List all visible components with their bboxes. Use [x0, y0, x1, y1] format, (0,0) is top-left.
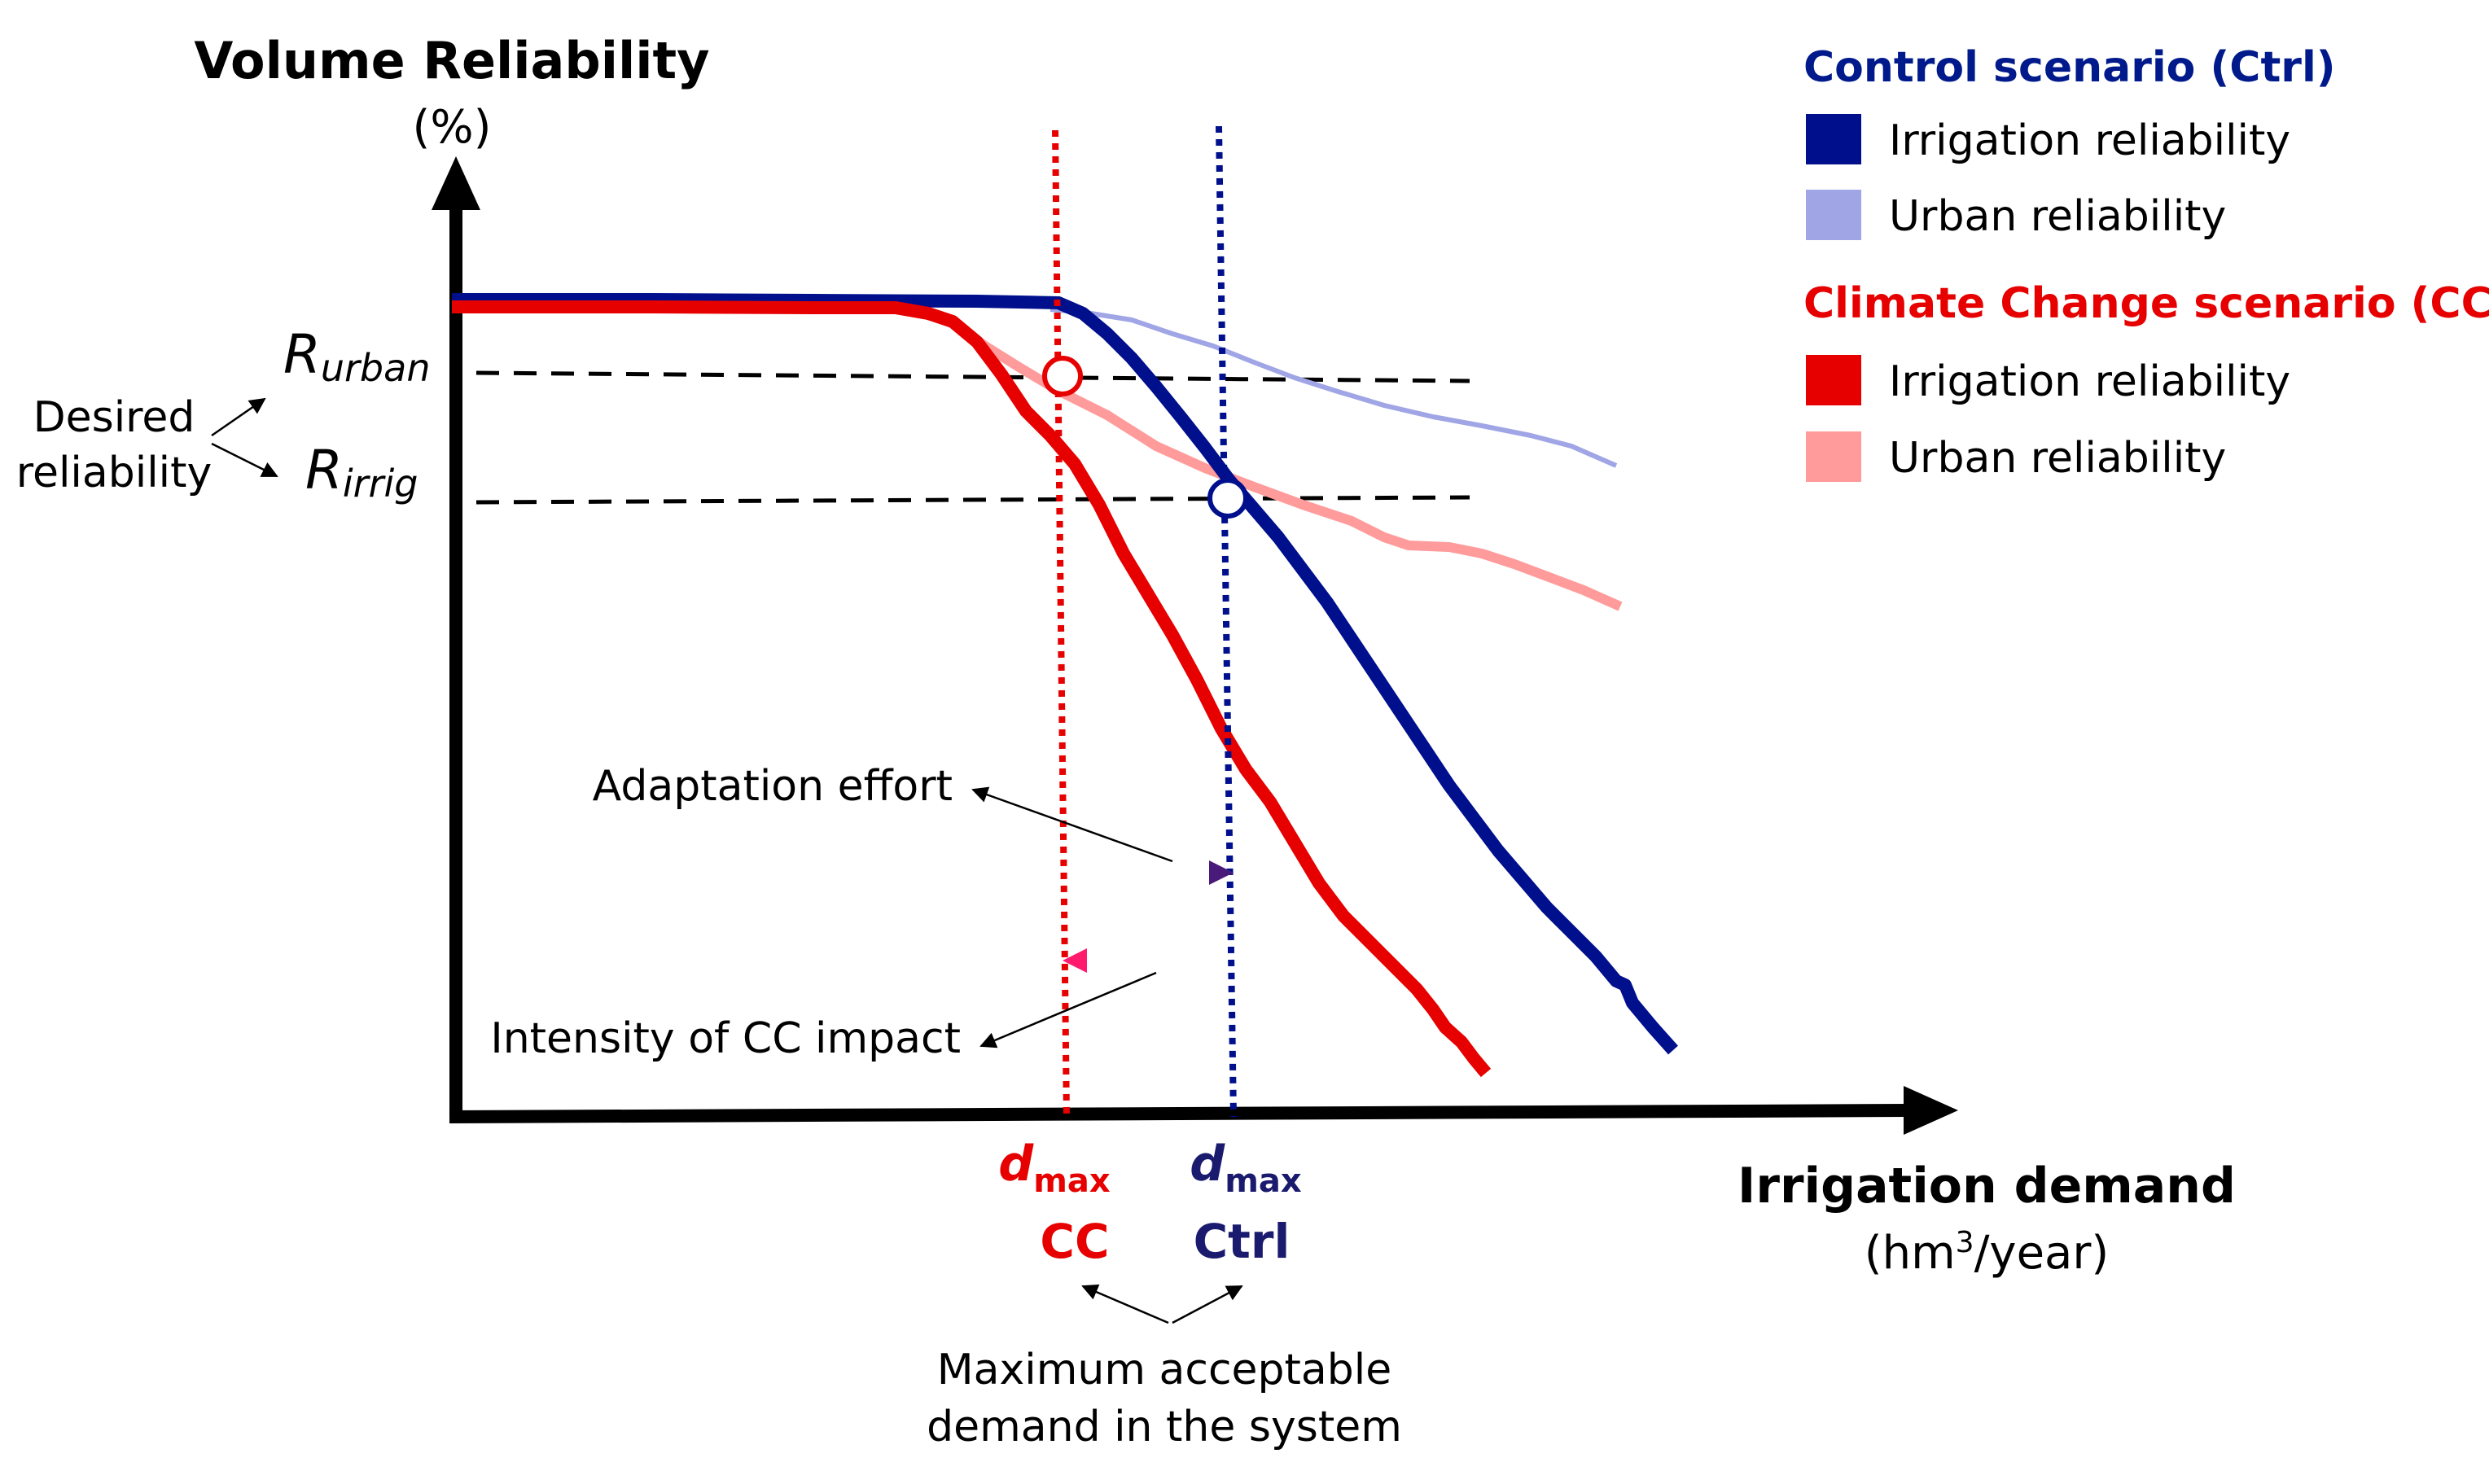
r-irrig-label: Rirrig: [305, 439, 418, 506]
max-demand-line1: Maximum acceptable: [937, 1346, 1392, 1394]
x-axis: [449, 1104, 1910, 1123]
r-irrig-threshold-line: [475, 495, 1470, 505]
y-axis-unit: (%): [413, 101, 492, 154]
r-urban-threshold-line: [475, 370, 1470, 383]
x-axis-arrowhead: [1904, 1086, 1958, 1135]
dmax-cc-symbol: dmax: [998, 1136, 1111, 1200]
cc-irrigation-curve: [452, 300, 1492, 1078]
legend-ctrl-urban-swatch: [1806, 190, 1861, 240]
x-axis-title: Irrigation demand: [1737, 1158, 2236, 1215]
adaptation-pointer: [971, 786, 1173, 863]
dmax-ctrl-label: Ctrl: [1194, 1214, 1291, 1269]
dmax-ctrl-line: [1216, 125, 1237, 1118]
legend-cc-urban-swatch: [1806, 431, 1861, 482]
legend-cc-irrigation-label: Irrigation reliability: [1889, 357, 2290, 406]
max-demand-line2: demand in the system: [927, 1403, 1402, 1451]
cc-intersection-marker: [1042, 356, 1083, 396]
dmax-cc-line: [1052, 129, 1070, 1118]
cc-impact-arrowhead: [1063, 948, 1087, 973]
y-axis-title: Volume Reliability: [194, 31, 709, 90]
desired-pointer-irrig: [211, 442, 278, 478]
adaptation-effort-arrowhead: [1209, 860, 1234, 885]
dmax-ctrl-symbol: dmax: [1190, 1136, 1302, 1200]
dmax-cc-label: CC: [1040, 1214, 1109, 1269]
max-demand-pointer-cc: [1081, 1284, 1169, 1324]
y-axis-arrowhead: [432, 156, 480, 210]
legend-ctrl-title: Control scenario (Ctrl): [1803, 43, 2336, 92]
legend-cc-urban-label: Urban reliability: [1889, 434, 2226, 483]
max-demand-pointer-ctrl: [1172, 1285, 1243, 1324]
x-axis-unit: (hm3/year): [1865, 1226, 2109, 1280]
ctrl-intersection-marker: [1207, 478, 1248, 519]
legend-ctrl-irrigation-swatch: [1806, 114, 1861, 164]
adaptation-effort-label: Adaptation effort: [593, 762, 953, 811]
r-urban-label: Rurban: [283, 323, 430, 390]
cc-impact-label: Intensity of CC impact: [490, 1014, 961, 1063]
legend-cc-irrigation-swatch: [1806, 355, 1861, 405]
legend: Control scenario (Ctrl) Irrigation relia…: [1803, 43, 2489, 483]
legend-ctrl-irrigation-label: Irrigation reliability: [1889, 116, 2290, 165]
intensity-pointer: [979, 971, 1157, 1048]
ctrl-urban-curve: [1049, 307, 1618, 468]
desired-reliability-line1: Desired: [33, 393, 195, 442]
ctrl-irrigation-curve: [452, 293, 1678, 1055]
desired-reliability-line2: reliability: [16, 449, 213, 497]
legend-ctrl-urban-label: Urban reliability: [1889, 192, 2226, 241]
legend-cc-title: Climate Change scenario (CC): [1803, 279, 2489, 328]
desired-pointer-urban: [211, 397, 266, 437]
